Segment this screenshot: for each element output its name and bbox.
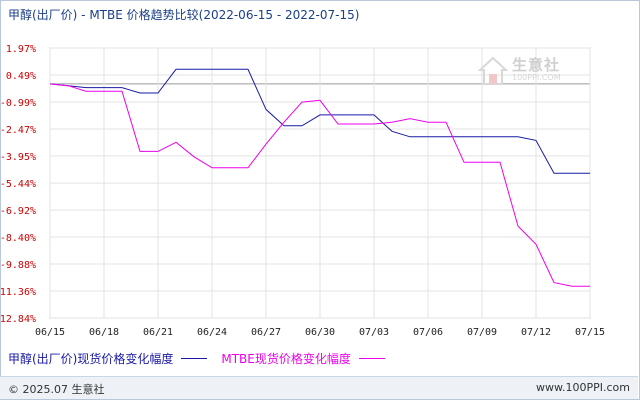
chart-legend: 甲醇(出厂价)现货价格变化幅度 MTBE现货价格变化幅度	[8, 350, 399, 367]
legend-label-mtbe: MTBE现货价格变化幅度	[221, 352, 351, 366]
x-tick-label: 07/12	[521, 327, 551, 338]
watermark-brand: 生意社	[512, 56, 561, 74]
x-tick-label: 06/24	[197, 327, 227, 338]
y-tick-label: -2.47%	[0, 125, 36, 136]
x-tick-label: 06/15	[35, 327, 65, 338]
copyright-text: © 2025.07 生意社	[8, 383, 105, 396]
legend-label-methanol: 甲醇(出厂价)现货价格变化幅度	[8, 352, 174, 366]
x-tick-label: 06/18	[89, 327, 119, 338]
chart-title: 甲醇(出厂价) - MTBE 价格趋势比较(2022-06-15 - 2022-…	[8, 8, 360, 22]
legend-item-mtbe: MTBE现货价格变化幅度	[221, 350, 385, 367]
y-tick-label: -3.95%	[0, 152, 36, 163]
y-tick-label: -8.40%	[0, 233, 36, 244]
legend-item-methanol: 甲醇(出厂价)现货价格变化幅度	[8, 350, 208, 367]
footer-bar: © 2025.07 生意社 www.100PPI.com	[0, 376, 638, 399]
x-tick-label: 06/30	[305, 327, 335, 338]
x-tick-label: 07/03	[359, 327, 389, 338]
y-tick-label: -0.99%	[0, 98, 36, 109]
watermark: 生意社 100PPI.COM	[478, 54, 578, 94]
series-line-mtbe	[49, 83, 590, 287]
site-link[interactable]: www.100PPI.com	[536, 381, 630, 394]
x-tick-label: 07/15	[575, 327, 605, 338]
y-tick-label: -9.88%	[0, 260, 36, 271]
series-line-methanol	[49, 68, 590, 174]
y-tick-label: 1.97%	[6, 44, 36, 55]
x-tick-label: 06/21	[143, 327, 173, 338]
watermark-url: 100PPI.COM	[512, 73, 561, 82]
y-tick-label: 0.49%	[6, 71, 36, 82]
x-tick-label: 07/06	[413, 327, 443, 338]
y-tick-label: -6.92%	[0, 206, 36, 217]
y-tick-label: -12.84%	[0, 314, 36, 325]
x-tick-label: 06/27	[251, 327, 281, 338]
house-logo-icon	[478, 56, 508, 85]
y-tick-label: -11.36%	[0, 287, 36, 298]
legend-swatch-methanol	[181, 358, 208, 359]
legend-swatch-mtbe	[358, 358, 385, 359]
y-tick-label: -5.44%	[0, 179, 36, 190]
x-tick-label: 07/09	[467, 327, 497, 338]
